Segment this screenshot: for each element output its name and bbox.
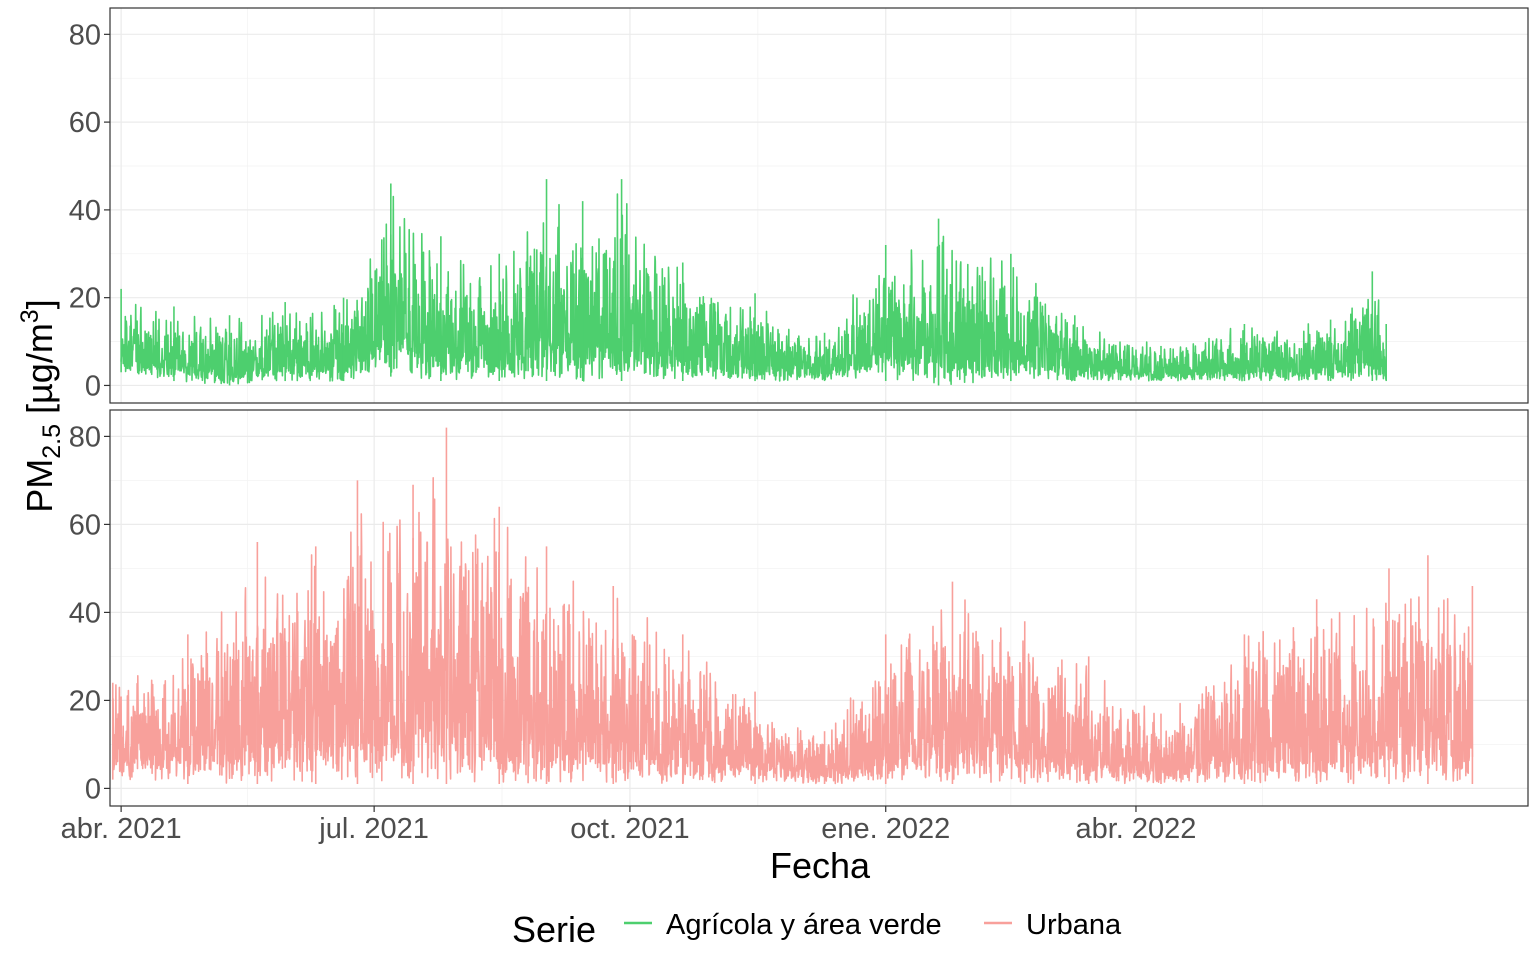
panel-agricola-series (120, 179, 1387, 386)
y-tick-label: 40 (69, 195, 101, 227)
series-line-urbana (112, 477, 1474, 785)
panel-urbana-series (111, 427, 1474, 785)
x-tick-label: ene. 2022 (821, 813, 950, 845)
legend-label-urbana: Urbana (1026, 909, 1122, 941)
y-axis-title: PM2.5 [µg/m3] (16, 299, 66, 512)
x-tick-label: jul. 2021 (318, 813, 429, 845)
y-tick-label: 20 (69, 283, 101, 315)
y-tick-label: 0 (85, 773, 101, 805)
y-axis-title-superscript: 3 (16, 309, 44, 323)
legend-title: Serie (512, 909, 596, 950)
y-axis-title-main: PM (19, 459, 60, 513)
panel-agricola-grid (110, 8, 1528, 403)
x-axis: abr. 2021 jul. 2021 oct. 2021 ene. 2022 abr.… (61, 806, 1196, 845)
y-tick-label: 80 (69, 421, 101, 453)
y-tick-label: 60 (69, 107, 101, 139)
x-tick-label: abr. 2022 (1075, 813, 1196, 845)
panel-agricola-border (109, 7, 1529, 404)
x-axis-title: Fecha (770, 845, 871, 886)
y-tick-label: 80 (69, 19, 101, 51)
legend: Serie Agrícola y área verde Urbana (512, 909, 1122, 950)
panel-urbana: 0 20 40 60 80 (69, 409, 1529, 807)
legend-label-agricola: Agrícola y área verde (666, 909, 942, 941)
y-tick-label: 0 (85, 370, 101, 402)
series-line-agricola (120, 193, 1387, 385)
panel-urbana-y-axis: 0 20 40 60 80 (69, 421, 110, 805)
y-axis-title-unit: [µg/m (19, 323, 60, 424)
y-tick-label: 60 (69, 509, 101, 541)
y-axis-title-subscript: 2.5 (38, 424, 66, 459)
x-tick-label: oct. 2021 (570, 813, 689, 845)
panel-urbana-border (109, 409, 1529, 807)
panel-agricola: 0 20 40 60 80 (69, 7, 1529, 404)
y-tick-label: 40 (69, 597, 101, 629)
x-tick-label: abr. 2021 (61, 813, 182, 845)
panel-agricola-y-axis: 0 20 40 60 80 (69, 19, 110, 402)
y-tick-label: 20 (69, 685, 101, 717)
y-axis-title-close: ] (19, 299, 60, 309)
